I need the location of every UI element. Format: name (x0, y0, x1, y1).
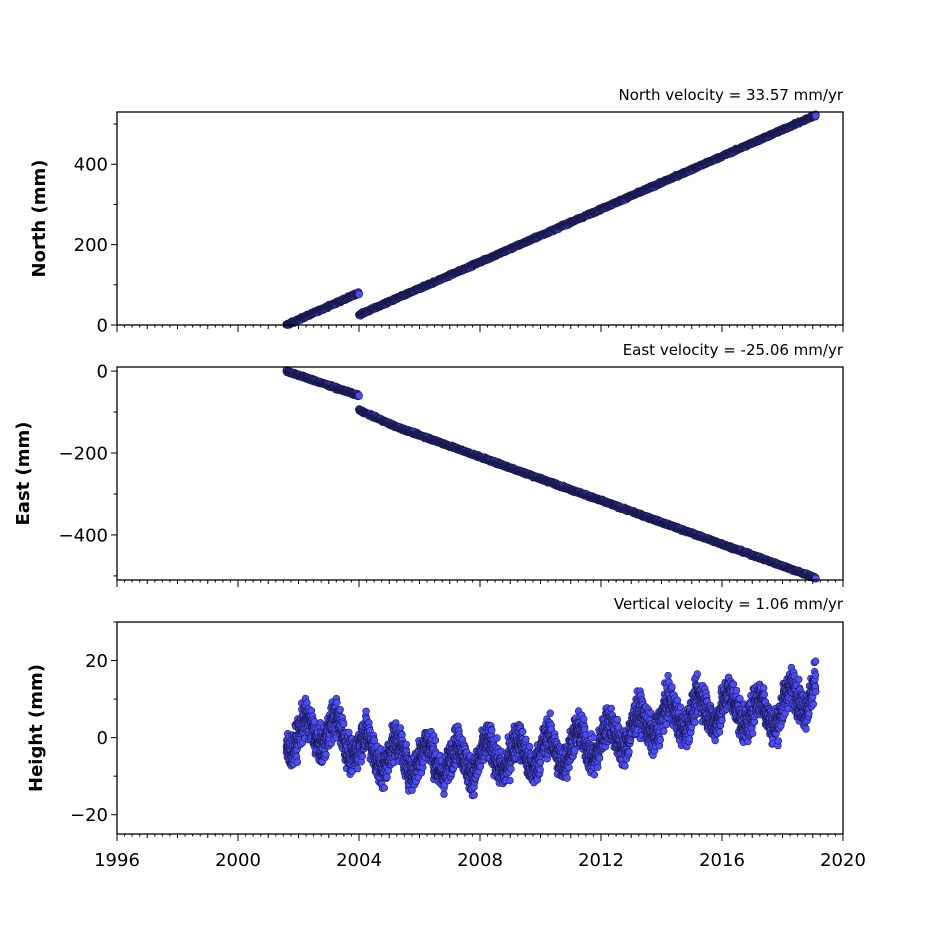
data-point (355, 290, 363, 299)
y-tick-label: 400 (74, 155, 108, 176)
north-panel: North velocity = 33.57 mm/yr 0 200 400 Nor… (29, 86, 844, 337)
y-tick-label: 200 (74, 235, 108, 256)
north-points (282, 110, 820, 329)
north-frame (116, 111, 844, 326)
north-x-axis (116, 325, 844, 332)
y-tick-label: 0 (97, 316, 108, 337)
north-velocity-title: North velocity = 33.57 mm/yr (619, 86, 844, 104)
east-panel: East velocity = -25.06 mm/yr 0−200−400 E… (13, 341, 844, 587)
north-y-axis: 0 200 400 (74, 123, 117, 337)
east-velocity-title: East velocity = -25.06 mm/yr (623, 341, 844, 359)
data-point (811, 111, 820, 120)
east-points (282, 366, 820, 583)
data-point (355, 391, 363, 400)
north-y-label: North (mm) (29, 160, 50, 278)
